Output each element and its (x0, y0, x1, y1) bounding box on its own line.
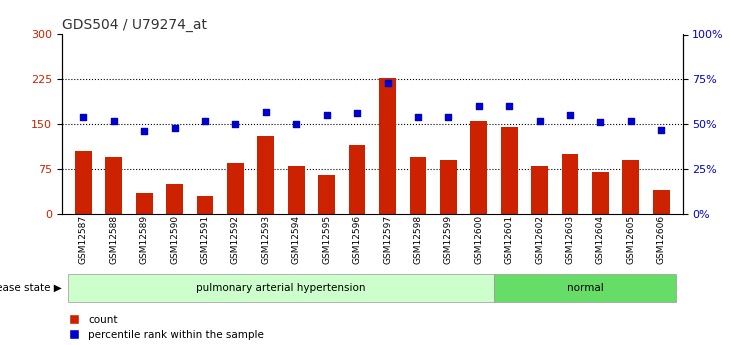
Bar (196, 196, 213, 214)
Point (139, 129, 150, 134)
Bar (623, 160, 639, 214)
Point (564, 112, 576, 118)
Text: normal: normal (566, 283, 604, 293)
Point (625, 118, 637, 124)
Point (656, 127, 667, 132)
Bar (494, 274, 677, 302)
Point (77, 114, 89, 120)
Text: disease state ▶: disease state ▶ (0, 283, 61, 293)
Point (291, 121, 302, 127)
Point (382, 80, 393, 86)
Bar (410, 157, 426, 214)
Legend: count, percentile rank within the sample: count, percentile rank within the sample (67, 315, 264, 340)
Text: GDS504 / U79274_at: GDS504 / U79274_at (62, 18, 207, 32)
Point (108, 118, 120, 124)
Bar (561, 154, 578, 214)
Bar (227, 163, 244, 214)
Bar (288, 166, 304, 214)
Point (442, 114, 454, 120)
Bar (592, 172, 609, 214)
Bar (501, 127, 518, 214)
Point (260, 109, 272, 115)
Point (169, 125, 180, 130)
Bar (68, 274, 494, 302)
Point (199, 118, 211, 124)
Bar (349, 145, 366, 214)
Bar (166, 184, 183, 214)
Bar (136, 193, 153, 214)
Bar (531, 166, 548, 214)
Point (412, 114, 424, 120)
Bar (105, 157, 122, 214)
Point (534, 118, 545, 124)
Point (473, 104, 485, 109)
Point (351, 111, 363, 116)
Bar (318, 175, 335, 214)
Bar (258, 136, 274, 214)
Bar (653, 190, 669, 214)
Bar (440, 160, 457, 214)
Bar (470, 121, 487, 214)
Point (595, 120, 607, 125)
Bar (379, 78, 396, 214)
Point (504, 104, 515, 109)
Point (321, 112, 333, 118)
Text: pulmonary arterial hypertension: pulmonary arterial hypertension (196, 283, 366, 293)
Point (230, 121, 242, 127)
Bar (75, 151, 92, 214)
